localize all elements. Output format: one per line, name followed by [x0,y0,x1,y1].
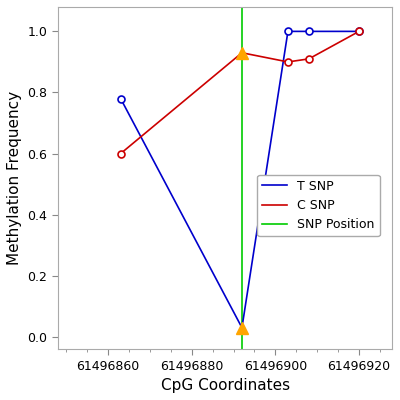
Legend: T SNP, C SNP, SNP Position: T SNP, C SNP, SNP Position [257,175,380,236]
X-axis label: CpG Coordinates: CpG Coordinates [161,378,290,393]
Y-axis label: Methylation Frequency: Methylation Frequency [7,91,22,265]
